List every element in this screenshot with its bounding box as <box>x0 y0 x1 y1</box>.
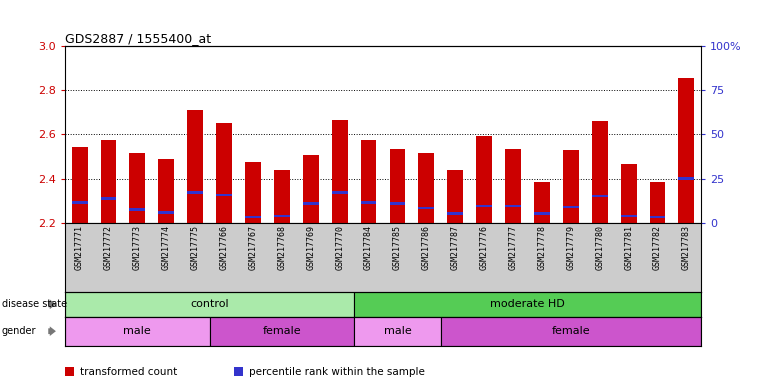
Bar <box>563 206 579 209</box>
Bar <box>592 195 607 197</box>
Bar <box>159 211 174 214</box>
Bar <box>447 170 463 223</box>
Text: GSM217780: GSM217780 <box>595 225 604 270</box>
Bar <box>505 205 521 207</box>
Bar <box>534 212 550 215</box>
Bar <box>389 202 405 205</box>
Bar <box>129 208 146 210</box>
Text: GDS2887 / 1555400_at: GDS2887 / 1555400_at <box>65 32 211 45</box>
Bar <box>332 191 348 194</box>
Bar <box>447 212 463 215</box>
Bar <box>679 78 695 223</box>
Bar <box>245 162 261 223</box>
Bar <box>650 216 666 218</box>
Bar <box>129 153 146 223</box>
Text: GSM217767: GSM217767 <box>248 225 257 270</box>
Text: transformed count: transformed count <box>80 366 178 377</box>
Bar <box>592 121 607 223</box>
Bar <box>274 215 290 217</box>
Text: GSM217784: GSM217784 <box>364 225 373 270</box>
Bar <box>71 147 87 223</box>
Text: GSM217772: GSM217772 <box>104 225 113 270</box>
Bar <box>361 201 377 204</box>
Bar <box>476 136 492 223</box>
Bar <box>100 140 116 223</box>
Text: GSM217783: GSM217783 <box>682 225 691 270</box>
Text: control: control <box>190 299 229 310</box>
Bar <box>303 156 319 223</box>
Bar <box>476 205 492 207</box>
Bar <box>159 159 174 223</box>
Text: male: male <box>123 326 151 336</box>
Text: GSM217768: GSM217768 <box>277 225 286 270</box>
Text: percentile rank within the sample: percentile rank within the sample <box>249 366 425 377</box>
Bar <box>361 140 377 223</box>
Text: GSM217785: GSM217785 <box>393 225 402 270</box>
Text: GSM217770: GSM217770 <box>336 225 344 270</box>
Bar <box>100 197 116 200</box>
Text: GSM217778: GSM217778 <box>538 225 546 270</box>
Text: GSM217771: GSM217771 <box>75 225 84 270</box>
Text: GSM217773: GSM217773 <box>133 225 142 270</box>
Text: male: male <box>384 326 411 336</box>
Bar <box>65 292 354 317</box>
Bar <box>274 170 290 223</box>
Text: GSM217774: GSM217774 <box>162 225 171 270</box>
Text: GSM217777: GSM217777 <box>509 225 518 270</box>
Bar <box>332 120 348 223</box>
Text: GSM217787: GSM217787 <box>450 225 460 270</box>
Bar <box>534 182 550 223</box>
Bar <box>187 191 203 194</box>
Text: GSM217781: GSM217781 <box>624 225 633 270</box>
Bar <box>505 149 521 223</box>
Bar <box>650 182 666 223</box>
Bar <box>354 292 701 317</box>
Bar <box>389 149 405 223</box>
Bar <box>620 164 637 223</box>
Bar <box>210 317 354 346</box>
Bar <box>354 317 440 346</box>
Bar <box>245 216 261 218</box>
Bar <box>71 201 87 204</box>
Text: GSM217769: GSM217769 <box>306 225 316 270</box>
Text: moderate HD: moderate HD <box>490 299 565 310</box>
Bar <box>216 194 232 196</box>
Bar <box>187 110 203 223</box>
Bar <box>65 317 210 346</box>
Text: GSM217782: GSM217782 <box>653 225 662 270</box>
Bar <box>679 177 695 180</box>
Text: GSM217776: GSM217776 <box>480 225 489 270</box>
Bar <box>563 150 579 223</box>
Bar <box>303 202 319 205</box>
Text: disease state: disease state <box>2 299 67 310</box>
Text: gender: gender <box>2 326 36 336</box>
Bar <box>216 123 232 223</box>
Bar <box>418 207 434 210</box>
Text: female: female <box>552 326 590 336</box>
Bar <box>620 215 637 217</box>
Text: female: female <box>263 326 301 336</box>
Text: GSM217766: GSM217766 <box>220 225 228 270</box>
Bar <box>418 153 434 223</box>
Text: GSM217786: GSM217786 <box>422 225 430 270</box>
Text: GSM217779: GSM217779 <box>566 225 575 270</box>
Bar <box>440 317 701 346</box>
Text: GSM217775: GSM217775 <box>191 225 200 270</box>
